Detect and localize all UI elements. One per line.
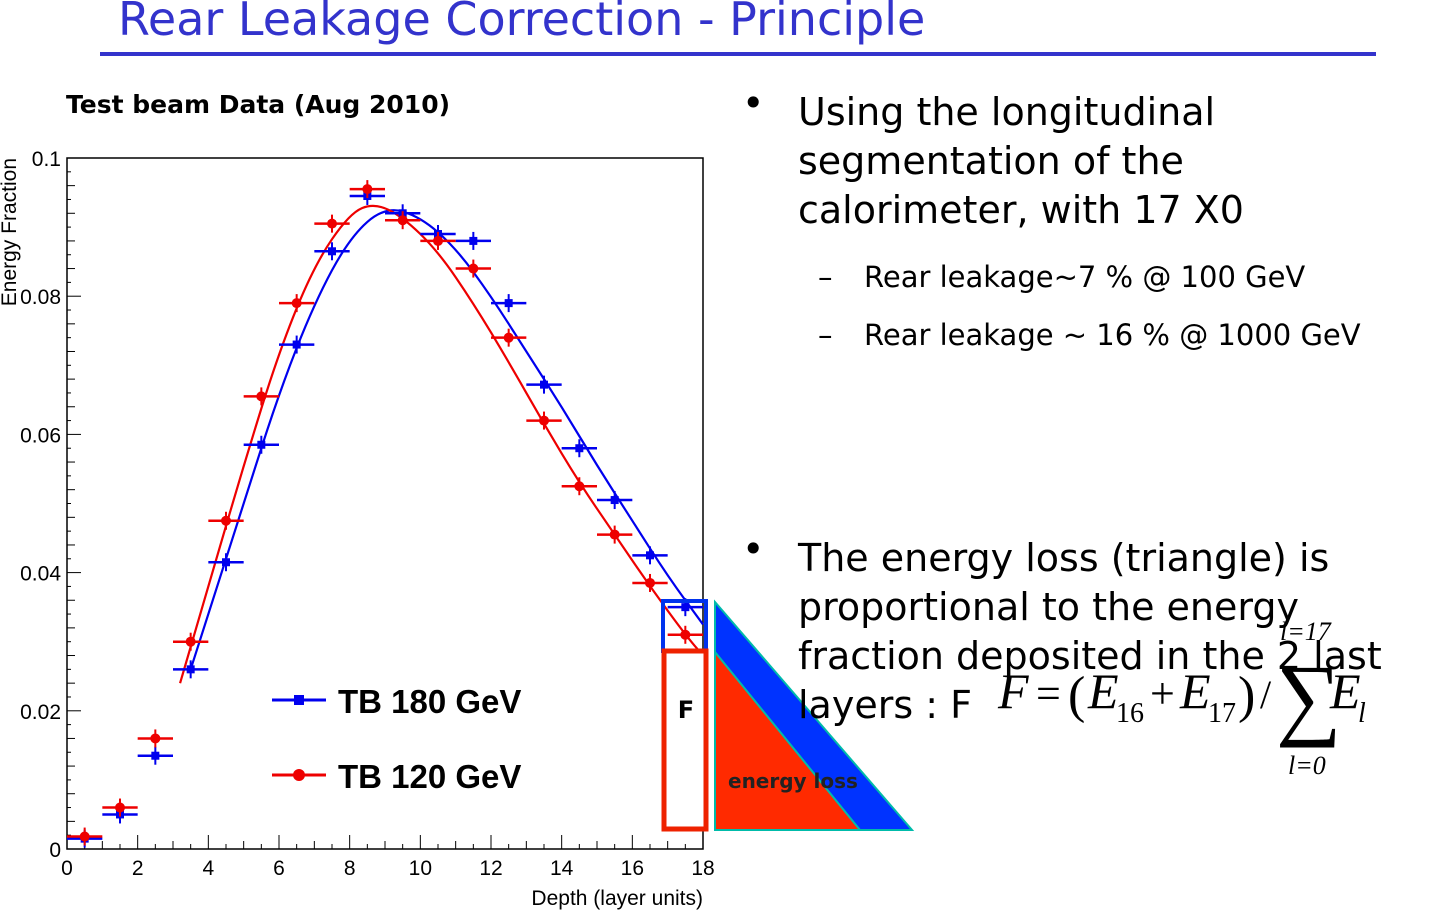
legend-label: TB 180 GeV — [338, 683, 521, 720]
data-point — [257, 440, 266, 449]
box-label-f: F — [678, 696, 694, 724]
data-point — [610, 496, 619, 505]
data-point — [186, 665, 195, 674]
data-point — [185, 636, 196, 647]
x-tick-label: 10 — [409, 857, 432, 880]
x-tick-label: 4 — [202, 857, 214, 880]
y-tick-label: 0.08 — [20, 286, 61, 309]
y-tick-label: 0 — [49, 839, 61, 862]
data-point — [327, 218, 337, 229]
sub-item-text: Rear leakage ~ 16 % @ 1000 GeV — [864, 318, 1361, 352]
data-point — [681, 603, 690, 612]
data-point — [469, 236, 478, 245]
data-point — [433, 235, 443, 246]
energy-loss-triangle-inner — [714, 649, 863, 831]
x-tick-label: 2 — [132, 857, 144, 880]
data-point — [256, 391, 267, 402]
chart-title: Test beam Data (Aug 2010) — [66, 90, 451, 119]
y-tick-label: 0.04 — [20, 563, 61, 586]
legend-marker — [293, 769, 305, 781]
x-tick-label: 0 — [61, 857, 73, 880]
data-point — [292, 340, 301, 349]
sub-marker: – — [818, 260, 833, 294]
data-point — [574, 481, 585, 492]
plot-frame — [66, 157, 704, 850]
x-tick-label: 16 — [621, 857, 644, 880]
slide-title: Rear Leakage Correction - Principle — [118, 0, 926, 46]
fit-curve-1 — [179, 204, 704, 684]
data-point — [645, 577, 655, 588]
data-point — [609, 529, 620, 540]
data-point — [468, 263, 479, 274]
x-tick-label: 14 — [550, 857, 574, 880]
legend-marker — [294, 695, 304, 705]
data-point — [539, 415, 549, 426]
data-point — [540, 380, 548, 389]
data-point — [680, 629, 691, 640]
bullet-text: Using the longitudinal segmentation of t… — [798, 90, 1244, 232]
fit-curve-0 — [189, 209, 704, 670]
y-tick-label: 0.1 — [32, 148, 61, 171]
bullet-item-segmentation: • Using the longitudinal segmentation of… — [740, 84, 1361, 352]
sub-marker: – — [818, 318, 833, 352]
data-point — [291, 298, 302, 309]
data-point — [575, 444, 584, 453]
data-point — [362, 184, 373, 195]
x-axis-label: Depth (layer units) — [531, 887, 703, 910]
sub-item-rear-leakage-100: – Rear leakage~7 % @ 100 GeV — [818, 260, 1305, 294]
x-tick-label: 8 — [344, 857, 356, 880]
energy-loss-label: energy loss — [728, 769, 858, 793]
data-point — [222, 558, 230, 567]
bullet-text: The energy loss (triangle) is proportion… — [798, 536, 1382, 727]
data-point — [503, 332, 514, 343]
sub-item-rear-leakage-1000: – Rear leakage ~ 16 % @ 1000 GeV — [818, 318, 1361, 352]
data-point — [151, 751, 160, 760]
bullet-marker: • — [742, 527, 765, 571]
sub-item-text: Rear leakage~7 % @ 100 GeV — [864, 260, 1306, 294]
data-point — [504, 299, 513, 308]
data-point — [115, 802, 125, 813]
x-tick-label: 12 — [479, 857, 502, 880]
data-point — [150, 733, 161, 744]
data-point — [397, 215, 408, 226]
legend-label: TB 120 GeV — [338, 758, 521, 795]
data-point — [79, 831, 90, 842]
x-tick-label: 6 — [273, 857, 285, 880]
y-tick-label: 0.06 — [20, 424, 61, 447]
y-axis-label: Energy Fraction — [0, 158, 21, 306]
data-point — [646, 551, 654, 560]
bullet-marker: • — [742, 81, 765, 125]
bullet-item-energy-loss: • The energy loss (triangle) is proporti… — [740, 530, 1382, 730]
last-layers-box-red — [661, 648, 709, 832]
data-point — [328, 247, 336, 256]
y-tick-label: 0.02 — [20, 701, 61, 724]
data-point — [221, 515, 231, 526]
title-underline — [100, 52, 1376, 56]
x-tick-label: 18 — [691, 857, 714, 880]
